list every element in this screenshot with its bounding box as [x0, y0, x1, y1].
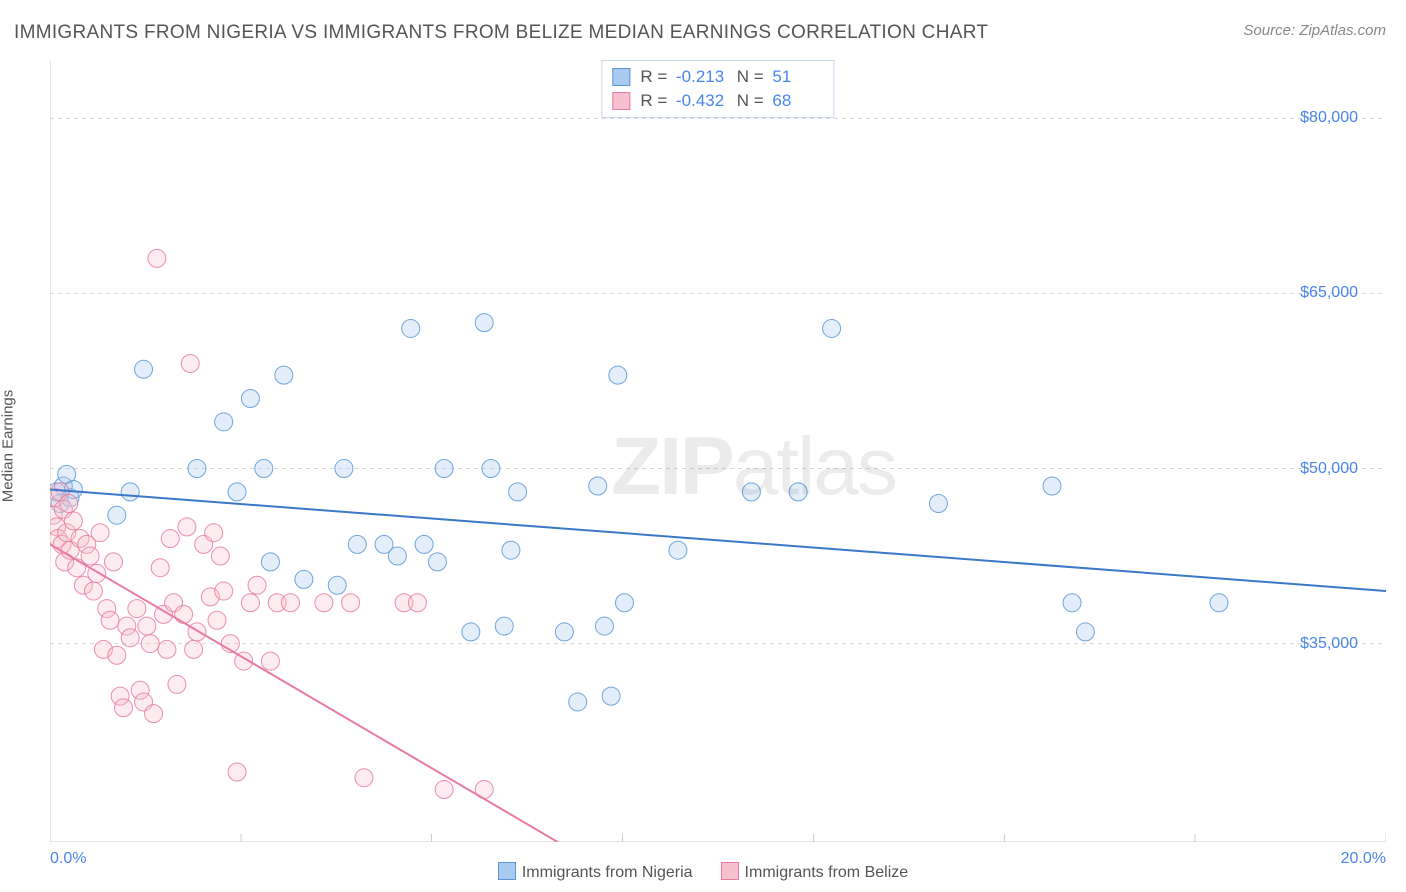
r-value: -0.213: [671, 65, 727, 89]
legend-item: Immigrants from Belize: [721, 864, 909, 881]
series-legend: Immigrants from Nigeria Immigrants from B…: [0, 862, 1406, 882]
n-value: 51: [768, 65, 824, 89]
y-axis-label: Median Earnings: [0, 390, 17, 503]
legend-stat-row: R = -0.432 N = 68: [612, 89, 823, 113]
legend-label: Immigrants from Nigeria: [522, 864, 693, 881]
source-attribution: Source: ZipAtlas.com: [1243, 22, 1386, 39]
plot-area: R = -0.213 N = 51R = -0.432 N = 68 ZIPat…: [50, 60, 1386, 842]
legend-item: Immigrants from Nigeria: [498, 864, 693, 881]
legend-swatch: [612, 92, 630, 110]
r-value: -0.432: [671, 89, 727, 113]
scatter-chart-svg: [50, 60, 1386, 842]
correlation-legend: R = -0.213 N = 51R = -0.432 N = 68: [601, 60, 834, 118]
legend-swatch: [721, 862, 739, 880]
legend-stat-row: R = -0.213 N = 51: [612, 65, 823, 89]
y-tick-label: $80,000: [1300, 109, 1358, 127]
legend-label: Immigrants from Belize: [745, 864, 909, 881]
y-tick-label: $50,000: [1300, 460, 1358, 478]
r-label: R =: [640, 89, 667, 113]
chart-title: IMMIGRANTS FROM NIGERIA VS IMMIGRANTS FR…: [14, 22, 988, 44]
r-label: R =: [640, 65, 667, 89]
legend-swatch: [498, 862, 516, 880]
n-label: N =: [737, 89, 764, 113]
legend-swatch: [612, 68, 630, 86]
n-label: N =: [737, 65, 764, 89]
y-tick-label: $65,000: [1300, 284, 1358, 302]
y-tick-label: $35,000: [1300, 635, 1358, 653]
n-value: 68: [768, 89, 824, 113]
